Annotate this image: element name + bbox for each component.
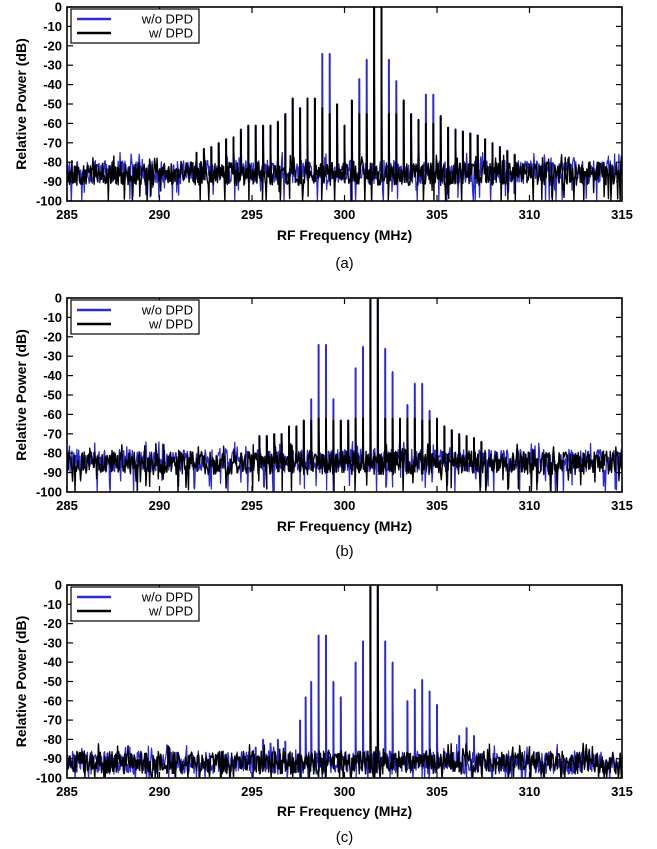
y-axis-label: Relative Power (dB)	[13, 38, 29, 169]
panel-label: (a)	[335, 255, 353, 272]
y-tick-label: -10	[43, 310, 62, 325]
x-tick-label: 310	[519, 498, 541, 513]
panel-label: (c)	[336, 829, 354, 846]
x-axis-label: RF Frequency (MHz)	[277, 227, 412, 243]
y-tick-label: 0	[55, 578, 62, 593]
y-tick-label: -60	[43, 116, 62, 131]
x-tick-label: 310	[519, 207, 541, 222]
legend-label-with-dpd: w/ DPD	[148, 604, 193, 619]
legend-label-without-dpd: w/o DPD	[141, 303, 193, 318]
y-tick-label: -50	[43, 388, 62, 403]
x-tick-label: 285	[56, 207, 78, 222]
y-tick-label: -90	[43, 751, 62, 766]
y-tick-label: -100	[36, 194, 62, 209]
y-tick-label: 0	[55, 0, 62, 15]
y-tick-label: -30	[43, 635, 62, 650]
y-tick-label: -90	[43, 465, 62, 480]
x-tick-label: 300	[334, 498, 356, 513]
legend-label-without-dpd: w/o DPD	[141, 590, 193, 605]
x-tick-label: 290	[149, 498, 171, 513]
x-tick-label: 295	[241, 784, 263, 799]
x-tick-label: 295	[241, 207, 263, 222]
y-tick-label: -20	[43, 616, 62, 631]
y-tick-label: -70	[43, 426, 62, 441]
y-tick-label: -60	[43, 693, 62, 708]
y-tick-label: -100	[36, 771, 62, 786]
x-tick-label: 290	[149, 207, 171, 222]
y-tick-label: -40	[43, 368, 62, 383]
series-line-with-dpd	[67, 298, 622, 492]
series-line-with-dpd	[67, 7, 622, 201]
x-tick-label: 315	[611, 207, 633, 222]
y-tick-label: -70	[43, 135, 62, 150]
legend-box	[70, 299, 200, 335]
y-axis-label: Relative Power (dB)	[13, 616, 29, 747]
x-axis-label: RF Frequency (MHz)	[277, 803, 412, 819]
y-tick-label: -80	[43, 155, 62, 170]
plot-area	[67, 298, 622, 492]
x-tick-label: 305	[426, 498, 448, 513]
legend-box	[70, 8, 200, 44]
y-tick-label: -20	[43, 38, 62, 53]
x-tick-label: 290	[149, 784, 171, 799]
y-tick-label: -40	[43, 655, 62, 670]
x-tick-label: 310	[519, 784, 541, 799]
x-tick-label: 285	[56, 784, 78, 799]
panel-label: (b)	[335, 543, 353, 560]
y-tick-label: -10	[43, 19, 62, 34]
y-tick-label: -100	[36, 485, 62, 500]
y-tick-label: -80	[43, 732, 62, 747]
legend-label-with-dpd: w/ DPD	[148, 26, 193, 41]
legend-label-without-dpd: w/o DPD	[141, 12, 193, 27]
y-tick-label: -60	[43, 407, 62, 422]
x-tick-label: 305	[426, 784, 448, 799]
x-tick-label: 285	[56, 498, 78, 513]
x-tick-label: 315	[611, 784, 633, 799]
y-tick-label: -50	[43, 674, 62, 689]
y-tick-label: -70	[43, 713, 62, 728]
x-axis-label: RF Frequency (MHz)	[277, 518, 412, 534]
x-tick-label: 295	[241, 498, 263, 513]
y-tick-label: -50	[43, 97, 62, 112]
plot-area	[67, 585, 622, 778]
y-tick-label: -10	[43, 597, 62, 612]
x-tick-label: 315	[611, 498, 633, 513]
y-tick-label: -80	[43, 446, 62, 461]
series-line-with-dpd	[67, 585, 622, 778]
y-tick-label: 0	[55, 291, 62, 306]
plot-area	[67, 7, 622, 201]
y-tick-label: -90	[43, 174, 62, 189]
x-tick-label: 305	[426, 207, 448, 222]
x-tick-label: 300	[334, 207, 356, 222]
x-tick-label: 300	[334, 784, 356, 799]
legend-label-with-dpd: w/ DPD	[148, 317, 193, 332]
y-tick-label: -40	[43, 77, 62, 92]
y-tick-label: -30	[43, 349, 62, 364]
y-tick-label: -20	[43, 329, 62, 344]
y-tick-label: -30	[43, 58, 62, 73]
legend-box	[70, 586, 200, 622]
y-axis-label: Relative Power (dB)	[13, 329, 29, 460]
